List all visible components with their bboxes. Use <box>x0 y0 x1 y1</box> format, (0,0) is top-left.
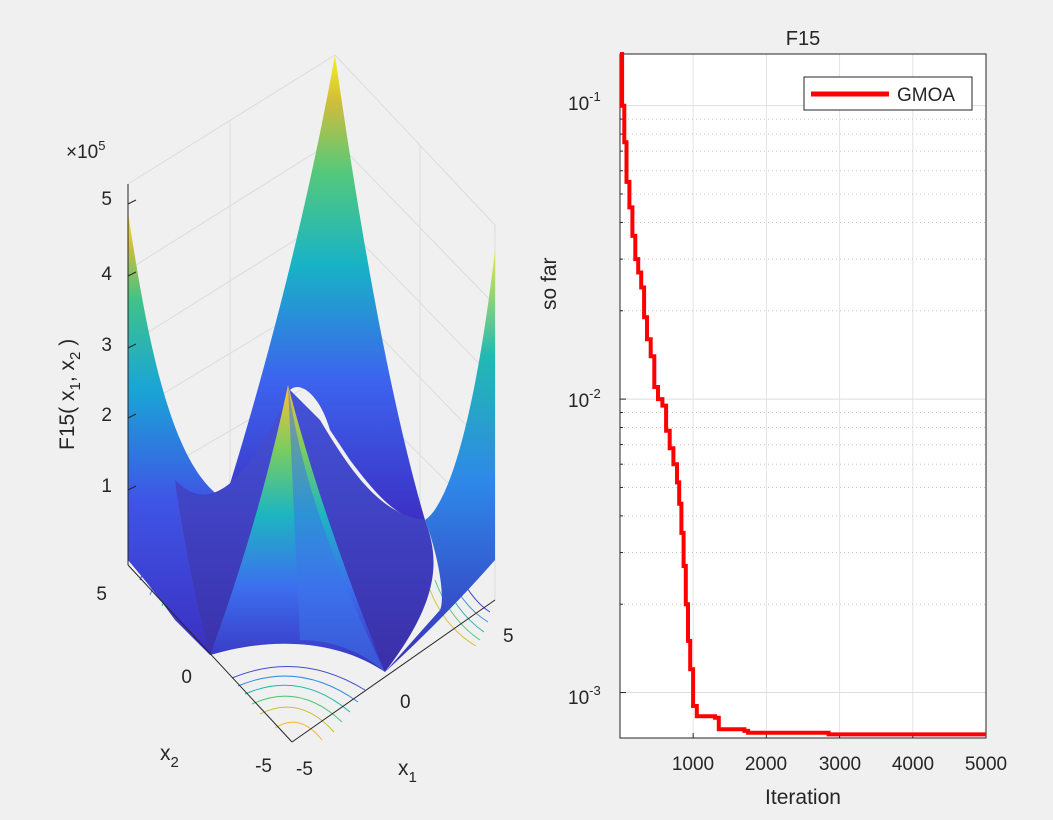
x-tick-label: 2000 <box>745 754 787 775</box>
plot-area <box>620 54 986 738</box>
series-line-gmoa <box>620 52 986 737</box>
x1-axis-label: x1 <box>398 757 417 786</box>
x2-axis-label: x2 <box>160 742 179 771</box>
y-tick-label: 10-3 <box>568 683 601 709</box>
x-tick-label: 3000 <box>819 754 861 775</box>
z-tick-mark <box>127 271 137 277</box>
z-tick-mark <box>127 343 137 349</box>
z-tick-label: 5 <box>101 189 112 210</box>
surface-back-spike <box>225 55 425 520</box>
z-tick-mark <box>127 413 137 419</box>
surface-front-spike-shade <box>288 385 385 672</box>
z-tick-mark <box>127 485 137 491</box>
x2-axis: 5 0 -5 x2 <box>96 564 293 777</box>
surface-right-wall <box>385 250 495 672</box>
x1-tick-label: -5 <box>296 759 313 780</box>
x2-tick-label: 0 <box>181 667 192 688</box>
x-axis-label: Iteration <box>765 786 841 809</box>
convergence-plot: F15 1000 2000 3000 4000 5000 Iteration 1… <box>538 28 1007 809</box>
x1-tick-label: 0 <box>400 692 411 713</box>
x1-tick-label: 5 <box>503 626 514 647</box>
series-layer <box>620 52 986 737</box>
legend: GMOA <box>803 76 973 111</box>
x-tick-label: 5000 <box>965 754 1007 775</box>
z-tick-label: 4 <box>101 264 112 285</box>
surface-plot: 1 2 3 4 5 ×105 F15( x1, x2 ) 5 0 -5 x2 -… <box>56 54 514 786</box>
z-axis: 1 2 3 4 5 ×105 F15( x1, x2 ) <box>56 138 137 565</box>
y-tick-label: 10-1 <box>568 89 601 115</box>
x1-axis: -5 0 5 x1 <box>291 599 514 786</box>
z-tick-mark <box>127 199 137 205</box>
plot-frame <box>619 53 987 739</box>
legend-label: GMOA <box>897 85 955 106</box>
z-tick-label: 1 <box>101 476 112 497</box>
surface-left-wall <box>128 212 225 655</box>
y-axis-label: so far <box>538 257 561 310</box>
z-tick-label: 2 <box>101 405 112 426</box>
chart-title: F15 <box>786 28 820 50</box>
x2-tick-label: -5 <box>255 756 272 777</box>
x-tick-label: 4000 <box>892 754 934 775</box>
z-axis-label: F15( x1, x2 ) <box>56 339 84 450</box>
z-tick-label: 3 <box>101 335 112 356</box>
y-tick-label: 10-2 <box>568 386 601 412</box>
x-tick-label: 1000 <box>672 754 714 775</box>
z-multiplier: ×105 <box>66 138 105 163</box>
x2-tick-label: 5 <box>96 584 107 605</box>
grid <box>620 54 986 738</box>
